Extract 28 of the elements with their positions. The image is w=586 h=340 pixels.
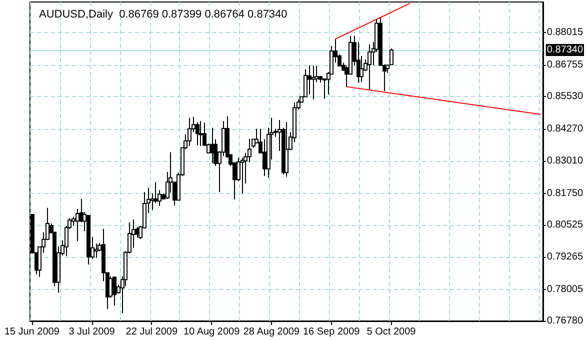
x-tick-label: 5 Oct 2009 <box>366 326 416 338</box>
x-tick-label: 22 Jul 2009 <box>126 326 178 338</box>
x-tick-label: 15 Jun 2009 <box>4 326 60 338</box>
candlestick <box>368 44 372 90</box>
candlestick <box>76 208 80 242</box>
y-tick-label: 0.85530 <box>546 90 584 102</box>
y-tick-label: 0.84270 <box>546 123 584 134</box>
y-tick-label: 0.81750 <box>546 188 584 199</box>
candlestick <box>188 117 192 146</box>
y-tick-label: 0.80525 <box>546 219 584 230</box>
candlestick <box>390 48 394 66</box>
candlestick <box>360 55 364 83</box>
candlestick <box>198 120 202 146</box>
y-tick-label: 0.76780 <box>546 316 584 326</box>
x-tick-label: 3 Jul 2009 <box>68 326 116 338</box>
y-tick-label: 0.88015 <box>546 27 584 38</box>
ref-line-label: 0.87340 <box>546 44 584 56</box>
y-tick-label: 0.78005 <box>546 284 584 296</box>
y-tick-label: 0.79265 <box>546 252 584 263</box>
candlestick <box>94 242 98 258</box>
x-tick-label: 28 Aug 2009 <box>243 326 300 338</box>
candlestick <box>284 122 288 178</box>
candlestick <box>112 276 116 306</box>
x-tick-label: 16 Sep 2009 <box>302 326 360 338</box>
x-tick-label: 10 Aug 2009 <box>183 326 240 338</box>
y-tick-label: 0.83010 <box>546 156 584 167</box>
text: AUDUSD,Daily 0.86769 0.87399 0.86764 0.87340 <box>39 8 288 20</box>
y-tick-label: 0.86755 <box>546 60 584 71</box>
